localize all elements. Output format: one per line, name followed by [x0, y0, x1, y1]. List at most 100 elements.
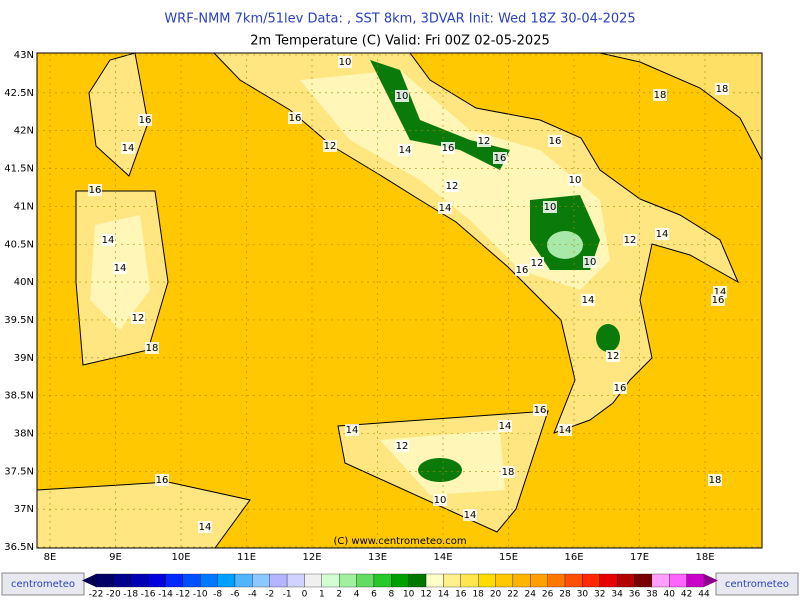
colorbar-swatch: [113, 573, 131, 588]
contour-label: 12: [446, 181, 459, 192]
colorbar-swatch: [634, 573, 653, 588]
map-title: WRF-NMM 7km/51lev Data: , SST 8km, 3DVAR…: [164, 12, 635, 27]
colorbar-label: 34: [611, 590, 623, 600]
contour-label: 14: [714, 287, 727, 298]
lat-label: 41.5N: [4, 164, 34, 175]
colorbar-swatch: [165, 573, 184, 588]
contour-label-bg: [288, 112, 302, 124]
contour-label: 12: [478, 136, 491, 147]
contour-label-bg: [606, 350, 620, 362]
colorbar-swatch: [269, 573, 288, 588]
colorbar-swatch: [547, 573, 566, 588]
colorbar-label: 6: [371, 590, 377, 600]
contour-label-bg: [138, 114, 152, 126]
contour-label-bg: [395, 90, 409, 102]
sicily-cold: [418, 458, 462, 482]
colorbar-label: 32: [594, 590, 605, 600]
logo-right: centrometeo: [725, 579, 789, 590]
colorbar-swatch: [530, 573, 548, 588]
colorbar-swatch: [234, 573, 253, 588]
colorbar-swatch: [147, 573, 166, 588]
contour-label: 14: [559, 425, 572, 436]
contour-label-bg: [145, 342, 159, 354]
lat-label: 41N: [14, 201, 34, 212]
contour-label: 18: [146, 343, 159, 354]
contour-label-bg: [515, 264, 529, 276]
contour-label: 16: [156, 475, 169, 486]
contour-label: 14: [199, 522, 212, 533]
colorbar-label: 22: [507, 590, 518, 600]
colorbar-label: 44: [698, 590, 710, 600]
colorbar-swatch: [286, 573, 305, 588]
colorbar-label: 2: [336, 590, 342, 600]
colorbar-label: 8: [388, 590, 394, 600]
contour-label: 14: [399, 145, 412, 156]
lat-label: 37N: [14, 504, 34, 515]
colorbar-label: -12: [176, 590, 191, 600]
contour-label-bg: [501, 466, 515, 478]
lon-label: 18E: [695, 552, 714, 563]
colorbar-over: [704, 574, 718, 587]
contour-label: 14: [582, 295, 595, 306]
colorbar-label: -18: [123, 590, 138, 600]
contour-label-bg: [715, 83, 729, 95]
colorbar-label: 26: [542, 590, 554, 600]
colorbar-label: -14: [158, 590, 173, 600]
contour-label-bg: [433, 494, 447, 506]
cold-core: [547, 231, 583, 259]
colorbar-swatch: [373, 573, 392, 588]
contour-label-bg: [395, 440, 409, 452]
colorbar-swatch: [339, 573, 357, 588]
contour-label: 16: [534, 405, 547, 416]
colorbar-swatch: [252, 573, 270, 588]
contour-label: 12: [324, 141, 337, 152]
colorbar-label: -6: [230, 590, 239, 600]
logo-box-left: [1, 572, 85, 596]
contour-label-bg: [655, 228, 669, 240]
contour-label: 14: [122, 143, 135, 154]
colorbar-swatch: [443, 573, 461, 588]
colorbar-label: -16: [141, 590, 156, 600]
colorbar-swatch: [356, 573, 375, 588]
contour-label: 10: [544, 202, 557, 213]
colorbar-swatch: [651, 573, 670, 588]
contour-label: 18: [709, 475, 722, 486]
contour-label: 12: [132, 313, 145, 324]
lat-label: 36.5N: [4, 542, 34, 553]
contour-label: 16: [139, 115, 152, 126]
colorbar-swatch: [582, 573, 600, 588]
colorbar-label: 4: [354, 590, 360, 600]
contour-label: 16: [89, 185, 102, 196]
contour-label: 12: [607, 351, 620, 362]
contour-label-bg: [113, 262, 127, 274]
colorbar-swatch: [512, 573, 531, 588]
colorbar-swatch: [95, 573, 114, 588]
contour-label-bg: [548, 135, 562, 147]
colorbar-label: 36: [629, 590, 641, 600]
contour-label-bg: [88, 184, 102, 196]
colorbar-swatch: [200, 573, 218, 588]
colorbar-label: -20: [106, 590, 121, 600]
contour-label: 16: [494, 153, 507, 164]
contour-label-bg: [583, 256, 597, 268]
lon-label: 11E: [237, 552, 256, 563]
colorbar-label: 40: [664, 590, 676, 600]
lon-label: 10E: [171, 552, 190, 563]
lat-label: 43N: [14, 50, 34, 61]
lon-label: 8E: [44, 552, 57, 563]
colorbar-swatch: [321, 573, 340, 588]
lon-label: 16E: [564, 552, 583, 563]
lat-label: 40.5N: [4, 239, 34, 250]
colorbar-swatch: [599, 573, 618, 588]
contour-label: 14: [439, 203, 452, 214]
contour-label: 14: [114, 263, 127, 274]
contour-label-bg: [530, 257, 544, 269]
contour-label-bg: [477, 135, 491, 147]
colorbar-label: 1: [319, 590, 325, 600]
contour-label: 16: [289, 113, 302, 124]
colorbar-label: 42: [681, 590, 692, 600]
contour-label: 14: [499, 421, 512, 432]
contour-label: 12: [624, 235, 637, 246]
lon-label: 12E: [302, 552, 321, 563]
